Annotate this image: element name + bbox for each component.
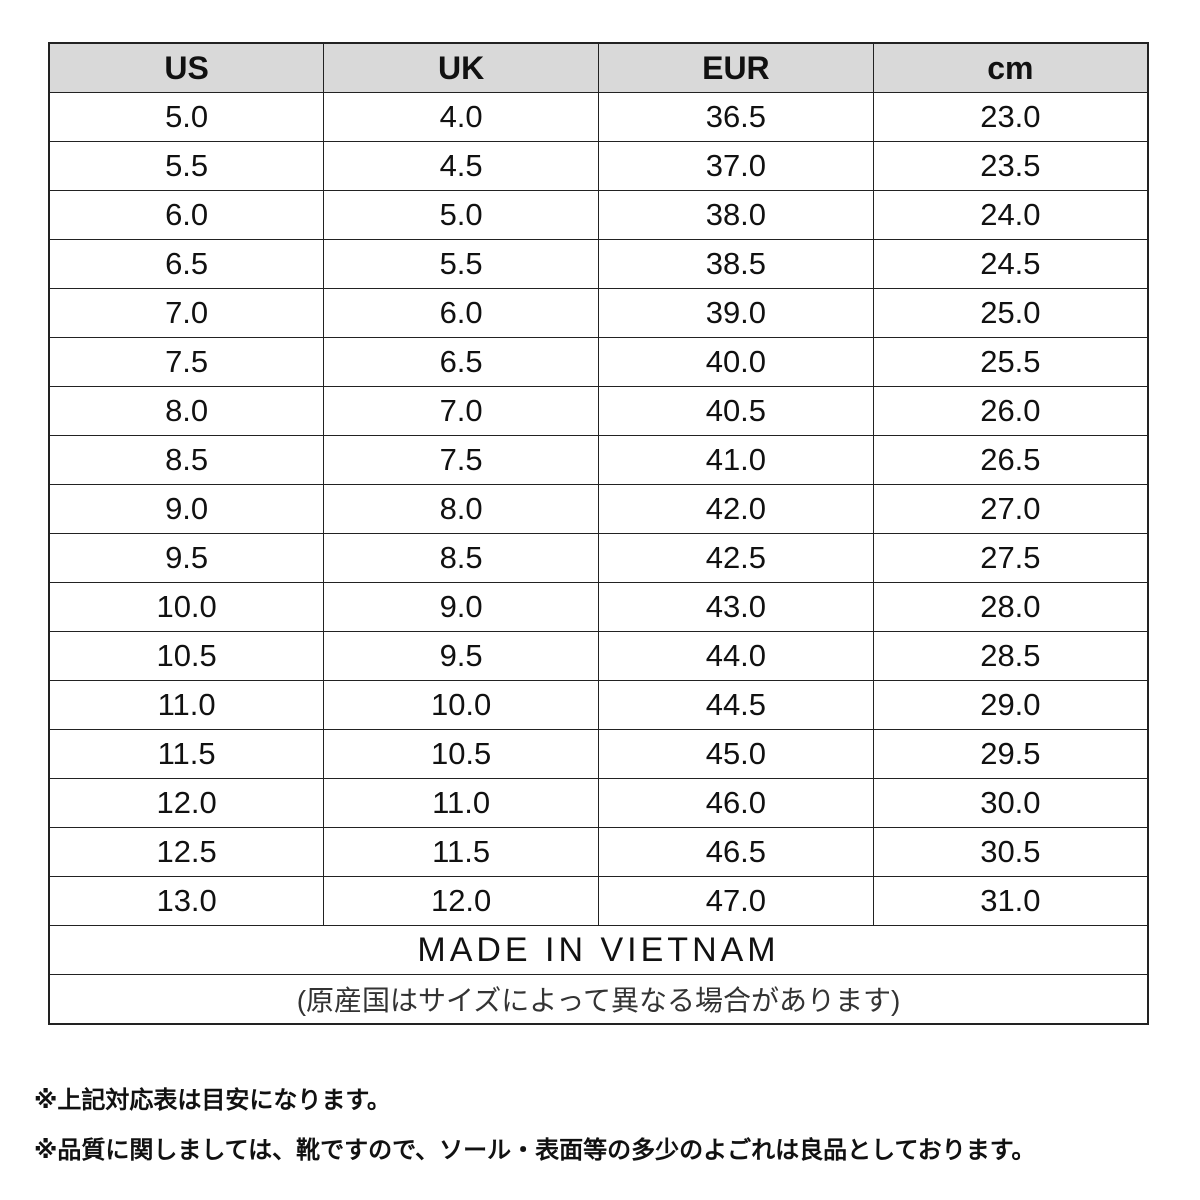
size-cell-uk: 9.0: [323, 582, 599, 632]
size-cell-cm: 24.0: [872, 190, 1149, 240]
size-cell-cm: 26.5: [872, 435, 1149, 485]
size-cell-us: 6.5: [48, 239, 325, 289]
size-cell-eur: 43.0: [598, 582, 874, 632]
size-cell-cm: 23.5: [872, 141, 1149, 191]
size-cell-uk: 10.0: [323, 680, 599, 730]
size-cell-eur: 42.0: [598, 484, 874, 534]
size-cell-uk: 11.5: [323, 827, 599, 877]
header-row: US UK EUR cm: [48, 42, 1149, 93]
size-cell-uk: 9.5: [323, 631, 599, 681]
size-cell-cm: 24.5: [872, 239, 1149, 289]
size-cell-uk: 11.0: [323, 778, 599, 828]
footnote-quality: ※品質に関しましては、靴ですので、ソール・表面等の多少のよごれは良品としておりま…: [34, 1136, 1036, 1164]
size-cell-eur: 38.0: [598, 190, 874, 240]
size-cell-us: 6.0: [48, 190, 325, 240]
column-header-cm: cm: [872, 42, 1149, 93]
size-cell-eur: 44.0: [598, 631, 874, 681]
table-row: 12.0 11.0 46.0 30.0: [48, 778, 1149, 828]
table-row: 5.5 4.5 37.0 23.5: [48, 141, 1149, 191]
size-cell-cm: 23.0: [872, 92, 1149, 142]
size-cell-us: 10.0: [48, 582, 325, 632]
size-cell-uk: 6.0: [323, 288, 599, 338]
size-cell-uk: 12.0: [323, 876, 599, 926]
size-cell-eur: 36.5: [598, 92, 874, 142]
table-row: 13.0 12.0 47.0 31.0: [48, 876, 1149, 926]
size-cell-cm: 29.0: [872, 680, 1149, 730]
size-cell-eur: 41.0: [598, 435, 874, 485]
footnote-guide: ※上記対応表は目安になります。: [34, 1086, 391, 1114]
size-cell-cm: 28.5: [872, 631, 1149, 681]
size-cell-cm: 26.0: [872, 386, 1149, 436]
table-row: 10.5 9.5 44.0 28.5: [48, 631, 1149, 681]
table-row: 8.0 7.0 40.5 26.0: [48, 386, 1149, 436]
size-cell-eur: 47.0: [598, 876, 874, 926]
size-cell-us: 7.5: [48, 337, 325, 387]
table-row: 12.5 11.5 46.5 30.5: [48, 827, 1149, 877]
table-row: 6.5 5.5 38.5 24.5: [48, 239, 1149, 289]
size-cell-uk: 4.0: [323, 92, 599, 142]
size-cell-us: 13.0: [48, 876, 325, 926]
table-row: 7.5 6.5 40.0 25.5: [48, 337, 1149, 387]
size-cell-us: 5.0: [48, 92, 325, 142]
size-cell-uk: 5.5: [323, 239, 599, 289]
size-cell-uk: 10.5: [323, 729, 599, 779]
size-cell-eur: 40.5: [598, 386, 874, 436]
table-row: 11.0 10.0 44.5 29.0: [48, 680, 1149, 730]
table-row: 8.5 7.5 41.0 26.5: [48, 435, 1149, 485]
size-cell-cm: 29.5: [872, 729, 1149, 779]
size-cell-us: 12.0: [48, 778, 325, 828]
table-row: 5.0 4.0 36.5 23.0: [48, 92, 1149, 142]
size-cell-us: 8.0: [48, 386, 325, 436]
size-cell-uk: 6.5: [323, 337, 599, 387]
size-cell-us: 10.5: [48, 631, 325, 681]
column-header-us: US: [48, 42, 325, 93]
size-cell-cm: 31.0: [872, 876, 1149, 926]
size-cell-us: 11.5: [48, 729, 325, 779]
size-cell-cm: 27.0: [872, 484, 1149, 534]
size-cell-cm: 25.5: [872, 337, 1149, 387]
made-in-label: MADE IN VIETNAM: [48, 925, 1149, 975]
size-cell-uk: 7.5: [323, 435, 599, 485]
size-cell-cm: 27.5: [872, 533, 1149, 583]
size-cell-eur: 46.5: [598, 827, 874, 877]
column-header-uk: UK: [323, 42, 599, 93]
size-cell-eur: 44.5: [598, 680, 874, 730]
table-row: 11.5 10.5 45.0 29.5: [48, 729, 1149, 779]
size-cell-eur: 39.0: [598, 288, 874, 338]
origin-note: (原産国はサイズによって異なる場合があります): [48, 974, 1149, 1025]
size-cell-us: 12.5: [48, 827, 325, 877]
size-cell-eur: 45.0: [598, 729, 874, 779]
size-cell-eur: 46.0: [598, 778, 874, 828]
size-cell-cm: 28.0: [872, 582, 1149, 632]
table-row: 10.0 9.0 43.0 28.0: [48, 582, 1149, 632]
table-row: 6.0 5.0 38.0 24.0: [48, 190, 1149, 240]
column-header-eur: EUR: [598, 42, 874, 93]
size-cell-cm: 30.0: [872, 778, 1149, 828]
size-cell-us: 9.5: [48, 533, 325, 583]
size-cell-us: 7.0: [48, 288, 325, 338]
size-cell-us: 9.0: [48, 484, 325, 534]
size-cell-uk: 7.0: [323, 386, 599, 436]
size-chart-table: US UK EUR cm 5.0 4.0 36.5 23.0 5.5 4.5 37.0 23.5 6.…: [48, 42, 1149, 1025]
size-cell-uk: 8.0: [323, 484, 599, 534]
size-cell-uk: 8.5: [323, 533, 599, 583]
size-cell-eur: 42.5: [598, 533, 874, 583]
table-row: 9.5 8.5 42.5 27.5: [48, 533, 1149, 583]
size-cell-eur: 38.5: [598, 239, 874, 289]
size-cell-uk: 5.0: [323, 190, 599, 240]
size-cell-eur: 40.0: [598, 337, 874, 387]
size-cell-us: 8.5: [48, 435, 325, 485]
size-cell-cm: 30.5: [872, 827, 1149, 877]
size-cell-eur: 37.0: [598, 141, 874, 191]
table-row: 7.0 6.0 39.0 25.0: [48, 288, 1149, 338]
size-cell-us: 11.0: [48, 680, 325, 730]
table-row: 9.0 8.0 42.0 27.0: [48, 484, 1149, 534]
size-cell-us: 5.5: [48, 141, 325, 191]
size-cell-uk: 4.5: [323, 141, 599, 191]
size-cell-cm: 25.0: [872, 288, 1149, 338]
